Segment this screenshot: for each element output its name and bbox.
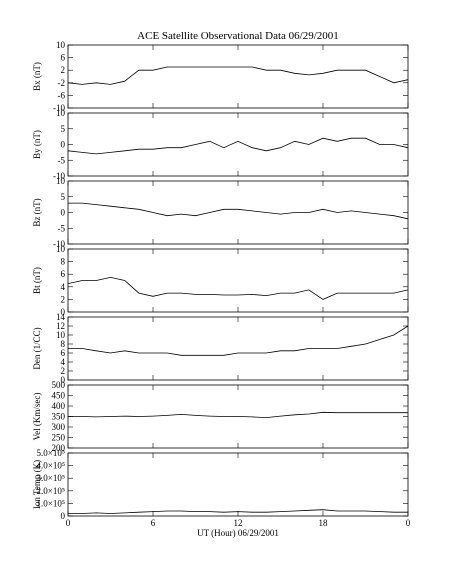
panel-frame — [67, 112, 409, 177]
data-line — [67, 137, 409, 155]
y-tick-label: 500 — [52, 380, 66, 390]
data-line — [68, 411, 408, 419]
panel-frame — [67, 44, 409, 109]
y-tick-label: 14 — [56, 312, 66, 322]
y-tick-label: -5 — [58, 155, 66, 165]
y-axis-label: Bt (nT) — [32, 267, 42, 294]
y-tick-label: -10 — [53, 239, 65, 249]
y-axis-label: Ion Temp (K) — [32, 460, 42, 509]
panel-frame — [67, 248, 409, 313]
y-tick-label: 2.0×10⁵ — [37, 486, 65, 496]
y-tick-label: 10 — [56, 108, 66, 118]
y-tick-label: 300 — [52, 422, 66, 432]
y-tick-label: 12 — [56, 321, 65, 331]
data-line — [68, 509, 408, 514]
y-axis-label: Bz (nT) — [32, 198, 42, 226]
chart-title: ACE Satellite Observational Data 06/29/2… — [137, 30, 339, 42]
x-tick-label: 12 — [234, 518, 243, 528]
y-tick-label: 250 — [52, 433, 66, 443]
y-axis-label: Den (1/CC) — [32, 327, 42, 369]
x-tick-label: 0 — [406, 518, 411, 528]
panel-frame — [67, 452, 409, 517]
y-axis-label: Vel (Km/sec) — [32, 393, 42, 441]
y-tick-label: 0 — [61, 375, 66, 385]
y-tick-label: 400 — [52, 401, 66, 411]
y-tick-label: 5 — [61, 192, 66, 202]
x-tick-label: 18 — [319, 518, 329, 528]
y-axis-label: Bx (nT) — [32, 62, 42, 91]
x-tick-label: 0 — [66, 518, 71, 528]
y-axis-label: By (nT) — [32, 130, 42, 159]
panel-frame — [67, 180, 409, 245]
data-line — [68, 325, 409, 356]
panel-frame — [67, 316, 409, 381]
y-tick-label: 2 — [61, 65, 66, 75]
y-tick-label: -10 — [53, 103, 65, 113]
y-tick-label: 6 — [61, 53, 66, 63]
y-tick-label: 0 — [61, 140, 66, 150]
y-tick-label: -5 — [58, 223, 66, 233]
data-line — [67, 66, 409, 85]
y-tick-label: 6 — [61, 348, 66, 358]
y-tick-label: 0 — [61, 208, 66, 218]
y-tick-label: 1.0×10⁵ — [37, 498, 65, 508]
y-tick-label: 4.0×10⁵ — [37, 461, 65, 471]
x-tick-label: 6 — [151, 518, 156, 528]
y-tick-label: 10 — [56, 40, 66, 50]
y-tick-label: 4 — [61, 282, 66, 292]
y-tick-label: 450 — [52, 391, 66, 401]
y-tick-label: -6 — [58, 90, 66, 100]
y-tick-label: -10 — [53, 171, 65, 181]
y-tick-label: 10 — [56, 176, 66, 186]
x-axis-label: UT (Hour) 06/29/2001 — [197, 528, 279, 538]
y-tick-label: 0 — [61, 511, 66, 521]
y-tick-label: 8 — [61, 257, 66, 267]
data-line — [67, 276, 409, 300]
y-tick-label: 8 — [61, 339, 66, 349]
y-tick-label: 10 — [56, 330, 66, 340]
y-tick-label: 200 — [52, 443, 66, 453]
y-tick-label: 5 — [61, 124, 66, 134]
y-tick-label: -2 — [58, 78, 66, 88]
y-tick-label: 0 — [61, 307, 66, 317]
y-tick-label: 2 — [61, 366, 66, 376]
y-tick-label: 5.0×10⁵ — [37, 448, 65, 458]
y-tick-label: 350 — [52, 412, 66, 422]
y-tick-label: 10 — [56, 244, 66, 254]
y-tick-label: 6 — [61, 269, 66, 279]
y-tick-label: 2 — [61, 294, 66, 304]
y-tick-label: 3.0×10⁵ — [37, 473, 65, 483]
y-tick-label: 4 — [61, 357, 66, 367]
data-line — [68, 202, 409, 220]
